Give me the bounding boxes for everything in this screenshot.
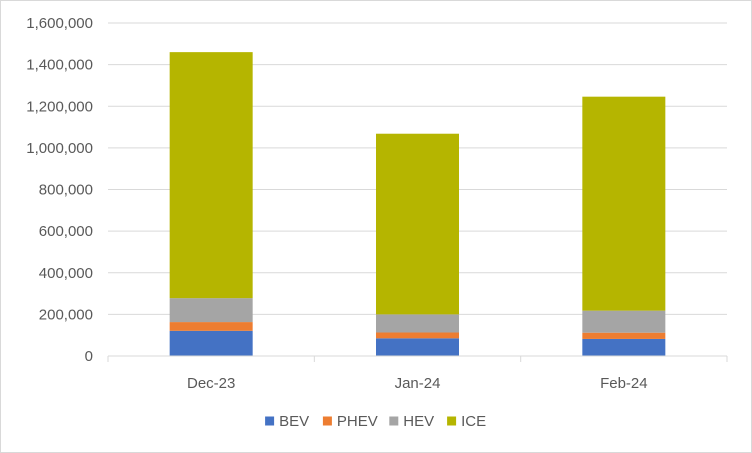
bar-phev-feb-24 xyxy=(582,332,666,339)
y-axis-tick-labels: 0 200,000 400,000 600,000 800,000 1,000,000 1,… xyxy=(26,15,93,365)
legend-swatch-hev xyxy=(389,416,399,426)
x-axis-tick-labels: Dec-23 Jan-24 Feb-24 xyxy=(187,375,648,392)
legend-label-ice: ICE xyxy=(461,413,486,430)
y-tick-label: 0 xyxy=(85,348,93,365)
bar-phev-jan-24 xyxy=(376,332,459,339)
legend-swatch-bev xyxy=(265,416,275,426)
x-tick-label: Dec-23 xyxy=(187,375,235,392)
bars xyxy=(169,52,666,356)
y-tick-label: 1,200,000 xyxy=(26,98,93,115)
bar-hev-jan-24 xyxy=(376,314,459,333)
legend-swatch-ice xyxy=(447,416,457,426)
bar-hev-feb-24 xyxy=(582,310,666,333)
y-tick-label: 1,400,000 xyxy=(26,57,93,74)
y-tick-label: 1,000,000 xyxy=(26,140,93,157)
bar-bev-jan-24 xyxy=(376,338,459,356)
legend-label-hev: HEV xyxy=(403,413,434,430)
x-axis xyxy=(107,355,728,362)
y-tick-label: 200,000 xyxy=(39,306,93,323)
bar-hev-dec-23 xyxy=(169,298,253,323)
x-tick-label: Feb-24 xyxy=(600,375,648,392)
y-tick-label: 800,000 xyxy=(39,182,93,199)
bar-ice-dec-23 xyxy=(169,52,253,299)
x-tick-label: Jan-24 xyxy=(395,375,441,392)
legend-label-phev: PHEV xyxy=(337,413,378,430)
y-tick-label: 400,000 xyxy=(39,265,93,282)
legend-label-bev: BEV xyxy=(279,413,309,430)
bar-phev-dec-23 xyxy=(169,322,253,331)
legend: BEV PHEV HEV ICE xyxy=(265,413,486,430)
y-tick-label: 1,600,000 xyxy=(26,15,93,32)
bar-bev-feb-24 xyxy=(582,338,666,356)
y-tick-label: 600,000 xyxy=(39,223,93,240)
bar-bev-dec-23 xyxy=(169,330,253,356)
legend-swatch-phev xyxy=(322,416,332,426)
bar-ice-jan-24 xyxy=(376,133,459,315)
bar-ice-feb-24 xyxy=(582,96,666,311)
